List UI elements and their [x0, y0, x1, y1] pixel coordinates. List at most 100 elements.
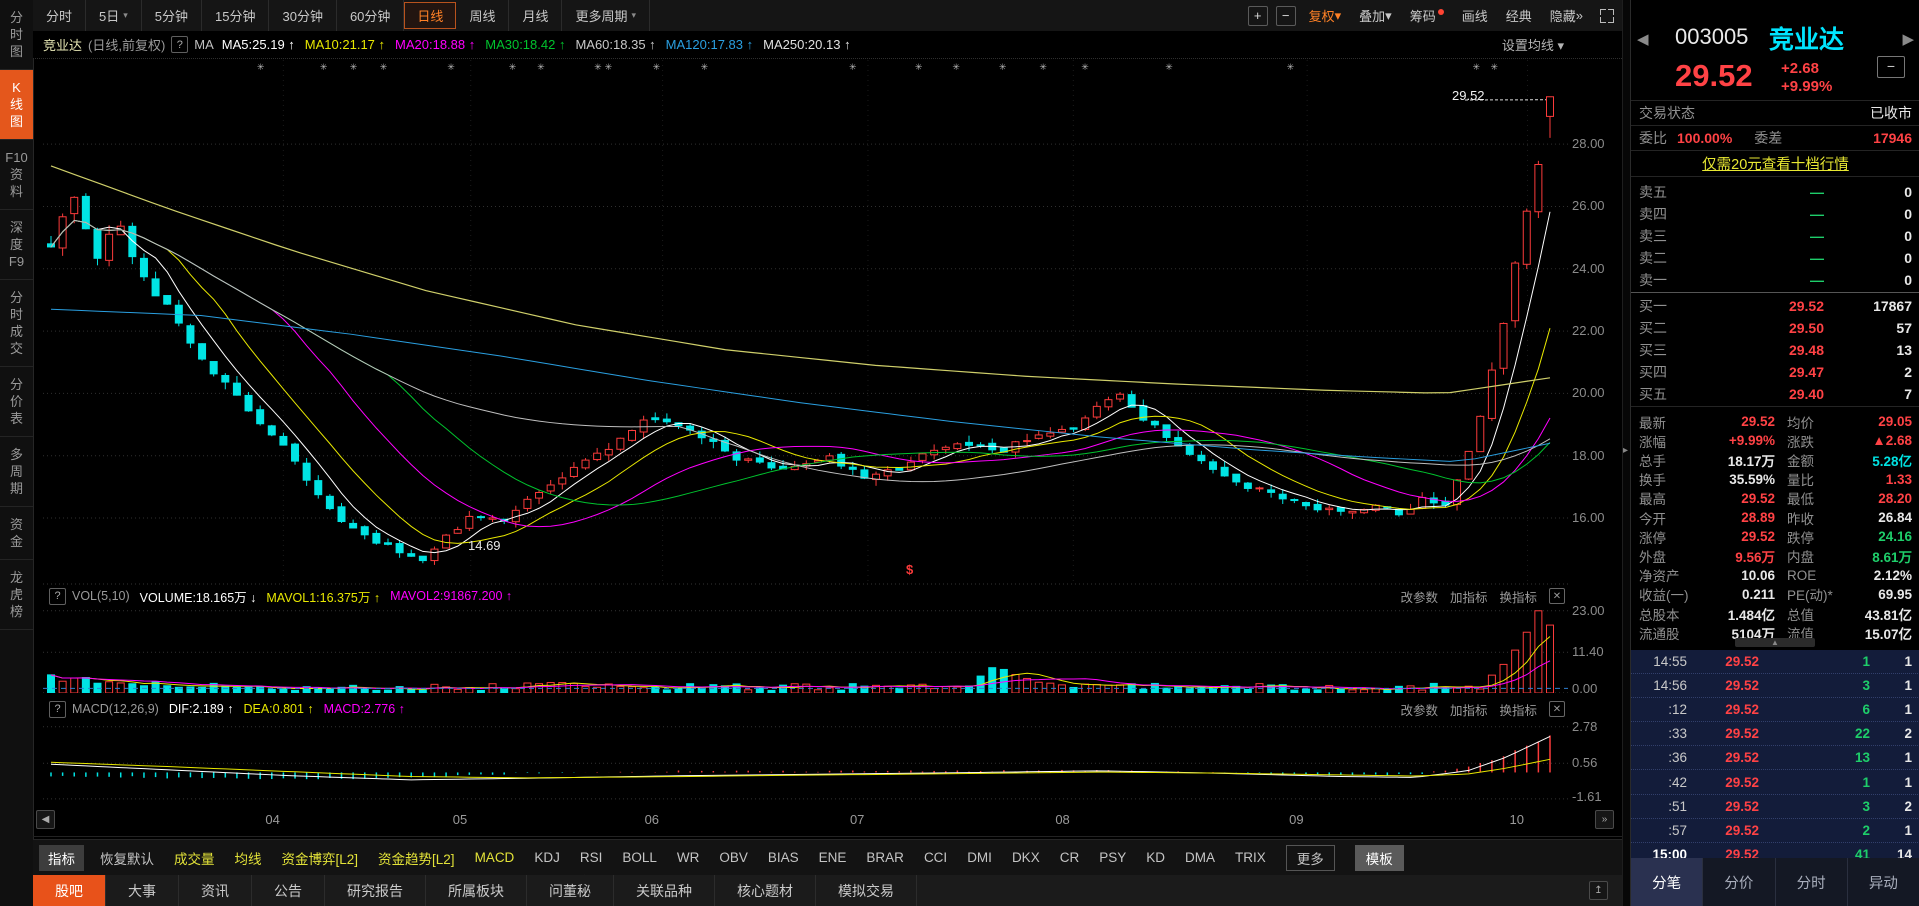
indicator-ma[interactable]: 均线 [234, 851, 262, 867]
period-fenshi[interactable]: 分时 [33, 0, 87, 31]
zoom-out-button[interactable]: − [1275, 5, 1296, 26]
sidebar-item-tick-trades[interactable]: 分 时 成 交 [0, 280, 33, 367]
bid4-row[interactable]: 买四 29.47 2 [1639, 363, 1912, 380]
tick-row[interactable]: :42 29.52 1 1 [1631, 770, 1919, 795]
tick-row[interactable]: 14:55 29.52 1 1 [1631, 650, 1919, 675]
indicator-macd[interactable]: MACD [474, 850, 515, 865]
level2-promo-link[interactable]: 仅需20元查看十档行情 [1702, 156, 1849, 173]
volume-chart[interactable] [43, 609, 1568, 693]
tick-row[interactable]: :12 29.52 6 1 [1631, 698, 1919, 723]
sidebar-item-f10[interactable]: F10 资 料 [0, 140, 33, 210]
event-marker-icon[interactable]: ✳ [256, 62, 265, 72]
tick-row[interactable]: :57 29.52 2 1 [1631, 819, 1919, 843]
panel-divider[interactable]: ▸ [1622, 0, 1631, 906]
event-marker-icon[interactable]: ✳ [447, 62, 455, 72]
bid1-row[interactable]: 买一 29.52 17867 [1639, 297, 1912, 314]
tab-intraday[interactable]: 分时 [1776, 858, 1848, 906]
stats-collapse-handle[interactable]: ▲ [1735, 638, 1815, 647]
change-params-button[interactable]: 改参数 [1400, 703, 1438, 718]
event-marker-icon[interactable]: ✳ [349, 62, 358, 72]
period-more[interactable]: 更多周期 ▾ [562, 0, 651, 31]
indicator-psy[interactable]: PSY [1099, 850, 1127, 865]
nav-ask-secretary[interactable]: 问董秘 [527, 875, 614, 906]
kline-chart[interactable] [43, 60, 1568, 585]
classic-style-button[interactable]: 经典 [1505, 9, 1532, 24]
add-indicator-button[interactable]: 加指标 [1449, 703, 1488, 718]
sidebar-item-dragon-tiger[interactable]: 龙 虎 榜 [0, 560, 33, 630]
overlay-button[interactable]: 叠加 ▾ [1359, 7, 1392, 25]
sidebar-item-depth-f9[interactable]: 深 度 F9 [0, 210, 33, 280]
sidebar-item-funds[interactable]: 资 金 [0, 507, 33, 560]
period-daily[interactable]: 日线 [404, 2, 457, 29]
indicator-brar[interactable]: BRAR [866, 850, 904, 865]
nav-announcements[interactable]: 公告 [252, 875, 325, 906]
indicator-boll[interactable]: BOLL [622, 850, 657, 865]
adjust-price-button[interactable]: 复权 ▾ [1308, 7, 1342, 25]
tick-list[interactable]: 14:55 29.52 1 1 14:56 29.52 3 1:12 29.52 6 1:33 29.… [1631, 650, 1919, 867]
nav-stock-forum[interactable]: 股吧 [33, 875, 106, 906]
period-monthly[interactable]: 月线 [509, 0, 563, 31]
event-marker-icon[interactable]: ✳ [379, 62, 388, 72]
indicator-cci[interactable]: CCI [923, 850, 948, 865]
minimize-button[interactable]: − [1877, 56, 1905, 78]
event-marker-icon[interactable]: ✳ [998, 62, 1007, 72]
event-marker-icon[interactable]: ✳ [952, 62, 960, 72]
panel-collapse-handle[interactable]: ▸ [1623, 445, 1629, 456]
bid5-row[interactable]: 买五 29.40 7 [1639, 385, 1912, 402]
dividend-marker[interactable]: $ [906, 562, 914, 577]
bid3-row[interactable]: 买三 29.48 13 [1639, 341, 1912, 358]
help-icon[interactable]: ? [49, 700, 66, 718]
zoom-in-button[interactable]: + [1247, 5, 1268, 26]
ask1-row[interactable]: 卖一 —0 [1639, 271, 1912, 288]
indicator-kdj[interactable]: KDJ [534, 850, 560, 865]
indicator-bias[interactable]: BIAS [767, 850, 799, 865]
indicator-fund-game[interactable]: 资金博弈[L2] [281, 851, 359, 867]
tab-indicators[interactable]: 指标 [39, 844, 84, 871]
event-marker-icon[interactable]: ✳ [700, 62, 709, 72]
ma-settings-button[interactable]: 设置均线 ▾ [1501, 38, 1564, 53]
nav-big-events[interactable]: 大事 [106, 875, 179, 906]
event-marker-icon[interactable]: ✳ [1490, 62, 1499, 72]
scroll-left-icon[interactable]: ◀ [36, 810, 55, 829]
ask3-row[interactable]: 卖三 —0 [1639, 227, 1912, 244]
tick-row[interactable]: :51 29.52 3 2 [1631, 795, 1919, 819]
change-params-button[interactable]: 改参数 [1400, 590, 1438, 605]
indicator-cr[interactable]: CR [1059, 850, 1080, 865]
ask4-row[interactable]: 卖四 —0 [1639, 205, 1912, 222]
event-marker-icon[interactable]: ✳ [604, 62, 613, 72]
panel-expand-icon[interactable]: ↥ [1589, 881, 1608, 900]
event-marker-icon[interactable]: ✳ [1039, 62, 1047, 72]
close-icon[interactable]: ✕ [1549, 588, 1565, 604]
indicator-trix[interactable]: TRIX [1234, 850, 1266, 865]
nav-sectors[interactable]: 所属板块 [426, 875, 527, 906]
indicator-dkx[interactable]: DKX [1011, 850, 1040, 865]
help-icon[interactable]: ? [49, 587, 66, 605]
nav-related-products[interactable]: 关联品种 [614, 875, 715, 906]
switch-indicator-button[interactable]: 换指标 [1499, 590, 1537, 605]
scroll-right-icon[interactable]: » [1595, 810, 1614, 829]
nav-research-reports[interactable]: 研究报告 [325, 875, 426, 906]
nav-core-themes[interactable]: 核心题材 [715, 875, 816, 906]
ask5-row[interactable]: 卖五 —0 [1639, 183, 1912, 200]
sidebar-item-minute-chart[interactable]: 分 时 图 [0, 0, 33, 70]
event-marker-icon[interactable]: ✳ [914, 62, 923, 72]
event-marker-icon[interactable]: ✳ [1165, 62, 1173, 72]
period-15min[interactable]: 15分钟 [202, 0, 270, 31]
event-marker-icon[interactable]: ✳ [1081, 62, 1089, 72]
event-marker-icon[interactable]: ✳ [594, 62, 602, 72]
event-marker-icon[interactable]: ✳ [319, 62, 328, 72]
tab-tick-by-tick[interactable]: 分笔 [1631, 858, 1704, 906]
hide-button[interactable]: 隐藏» [1549, 8, 1583, 24]
period-30min[interactable]: 30分钟 [269, 0, 337, 31]
close-icon[interactable]: ✕ [1549, 701, 1565, 717]
event-marker-icon[interactable]: ✳ [537, 62, 545, 72]
nav-news[interactable]: 资讯 [179, 875, 252, 906]
prev-stock-icon[interactable]: ◀ [1637, 31, 1649, 48]
switch-indicator-button[interactable]: 换指标 [1499, 703, 1537, 718]
indicator-fund-trend[interactable]: 资金趋势[L2] [378, 851, 455, 867]
tab-unusual-moves[interactable]: 异动 [1848, 858, 1919, 906]
event-marker-icon[interactable]: ✳ [652, 62, 661, 72]
tick-row[interactable]: :36 29.52 13 1 [1631, 746, 1919, 771]
indicator-dma[interactable]: DMA [1184, 850, 1215, 865]
period-5min[interactable]: 5分钟 [142, 0, 203, 31]
